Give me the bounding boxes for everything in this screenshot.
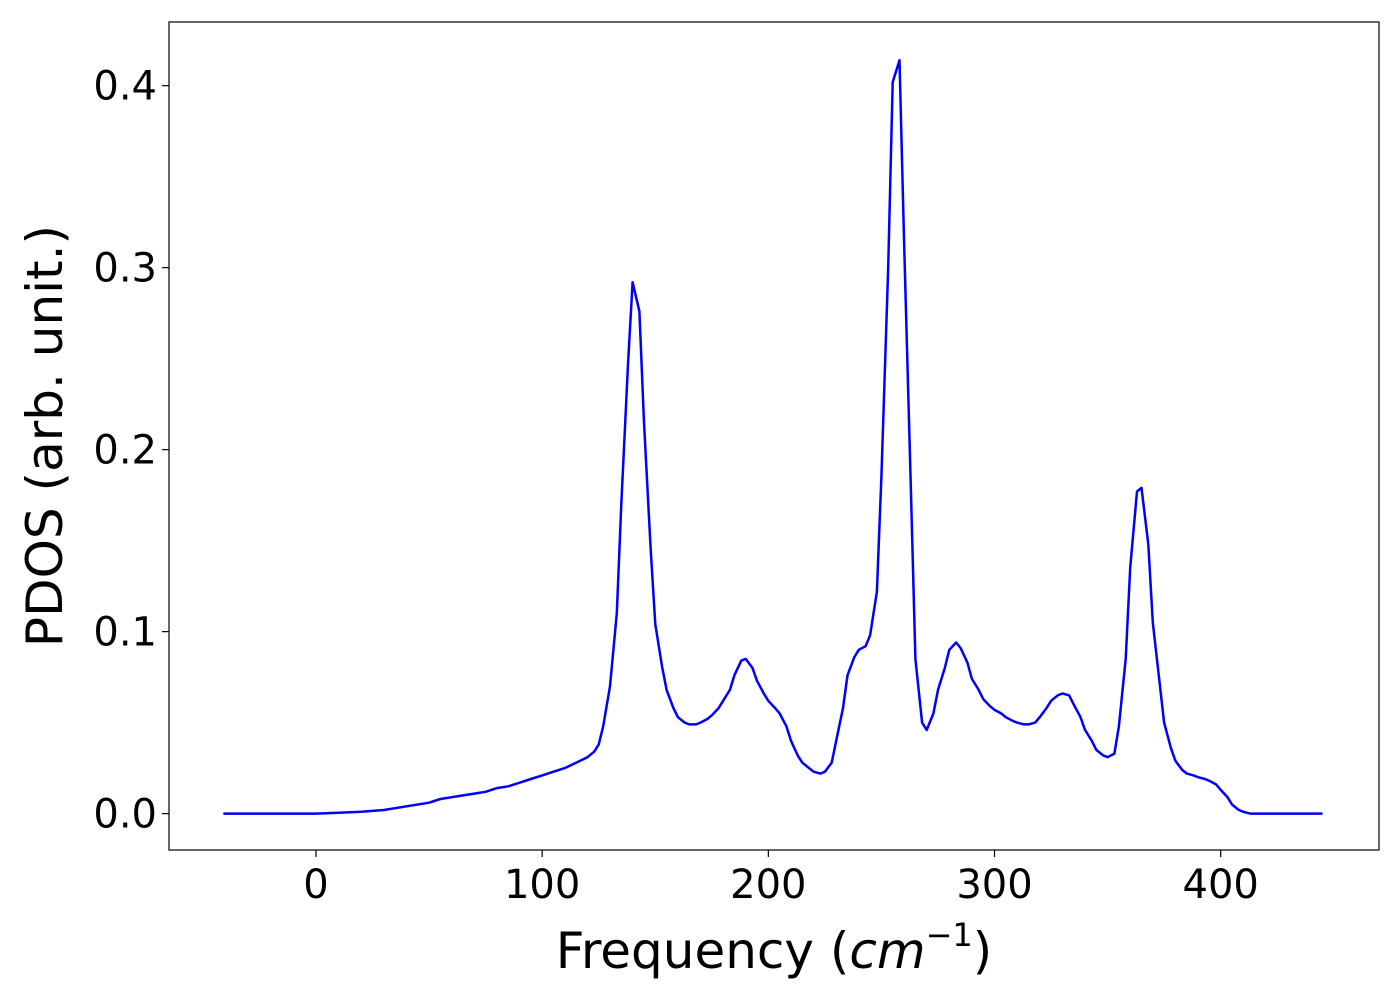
y-axis: 0.0 0.1 0.2 0.3 0.4 [93,64,169,838]
x-tick-label: 100 [504,862,580,908]
x-axis-label-exponent: −1 [926,916,973,954]
x-tick-label: 400 [1183,862,1259,908]
x-tick-label: 0 [303,862,328,908]
y-tick-label: 0.1 [93,610,157,656]
x-tick-label: 200 [730,862,806,908]
x-tick-label: 300 [956,862,1032,908]
pdos-series-line-0 [223,58,1323,815]
x-axis-label-prefix: Frequency ( [556,922,850,980]
series-layer [223,58,1323,815]
y-axis-label: PDOS (arb. unit.) [16,225,74,647]
x-axis-label: Frequency (cm−1) [556,916,993,980]
y-tick-label: 0.0 [93,792,157,838]
plot-area [169,22,1379,850]
x-axis-label-unit: cm [849,922,925,980]
x-axis-label-suffix: ) [973,922,993,980]
x-axis: 0 100 200 300 400 [303,850,1259,908]
y-tick-label: 0.2 [93,428,157,474]
plot-frame [168,21,1380,851]
y-tick-label: 0.3 [93,246,157,292]
y-tick-label: 0.4 [93,64,157,110]
